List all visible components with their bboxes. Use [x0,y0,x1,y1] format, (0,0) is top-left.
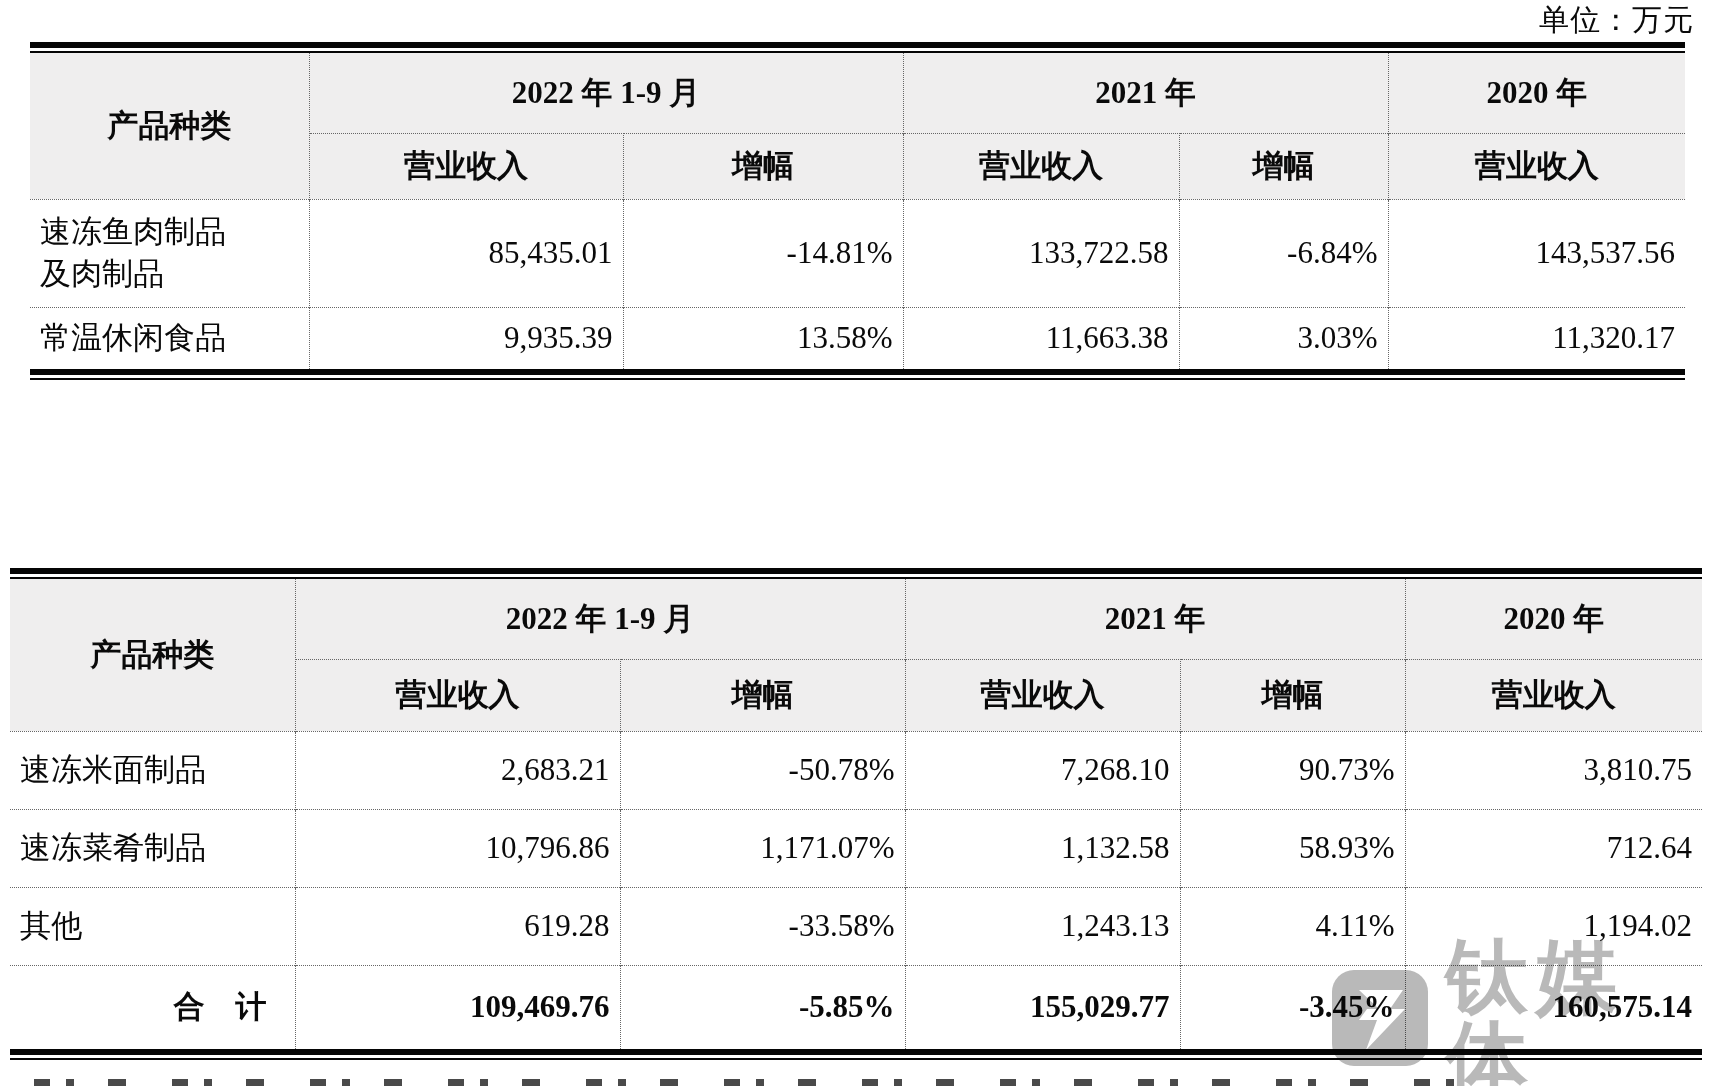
revenue-2021-cell: 7,268.10 [905,731,1180,809]
growth-2022-cell: 1,171.07% [620,809,905,887]
revenue-2022-cell: 2,683.21 [295,731,620,809]
revenue-2021-cell: 1,243.13 [905,887,1180,965]
revenue-2021-cell: 133,722.58 [903,199,1179,307]
header-period-2022: 2022 年 1-9 月 [309,53,903,133]
header-period-2021: 2021 年 [905,579,1405,659]
table-header-year-row: 产品种类 2022 年 1-9 月 2021 年 2020 年 [30,53,1685,133]
growth-2021-cell: 4.11% [1180,887,1405,965]
revenue-2022-cell: 109,469.76 [295,965,620,1049]
revenue-2021-cell: 1,132.58 [905,809,1180,887]
revenue-2021-cell: 155,029.77 [905,965,1180,1049]
product-name-cell: 其他 [10,887,295,965]
revenue-2020-cell: 1,194.02 [1405,887,1702,965]
table-row: 其他 619.28 -33.58% 1,243.13 4.11% 1,194.0… [10,887,1702,965]
revenue-2020-cell: 160,575.14 [1405,965,1702,1049]
table-row: 速冻菜肴制品 10,796.86 1,171.07% 1,132.58 58.9… [10,809,1702,887]
product-name-cell: 速冻菜肴制品 [10,809,295,887]
product-name-cell: 速冻米面制品 [10,731,295,809]
revenue-table-2-grid: 产品种类 2022 年 1-9 月 2021 年 2020 年 营业收入 增幅 … [10,579,1702,1049]
product-name-cell: 速冻鱼肉制品 及肉制品 [30,199,309,307]
growth-2021-cell: 90.73% [1180,731,1405,809]
revenue-2020-cell: 143,537.56 [1388,199,1685,307]
header-growth-2022: 增幅 [620,659,905,731]
header-period-2022: 2022 年 1-9 月 [295,579,905,659]
revenue-2020-cell: 11,320.17 [1388,307,1685,369]
header-period-2020: 2020 年 [1405,579,1702,659]
header-period-2020: 2020 年 [1388,53,1685,133]
header-revenue-2021: 营业收入 [905,659,1180,731]
table-bottom-border [30,369,1685,380]
header-revenue-2022: 营业收入 [309,133,623,199]
revenue-table-1-grid: 产品种类 2022 年 1-9 月 2021 年 2020 年 营业收入 增幅 … [30,53,1685,369]
header-growth-2022: 增幅 [623,133,903,199]
revenue-2022-cell: 9,935.39 [309,307,623,369]
header-product-category: 产品种类 [10,579,295,731]
revenue-2022-cell: 85,435.01 [309,199,623,307]
clipped-text-fragment [34,1079,1480,1086]
table-top-border [10,568,1702,579]
header-revenue-2020: 营业收入 [1388,133,1685,199]
table-top-border [30,42,1685,53]
revenue-table-1: 产品种类 2022 年 1-9 月 2021 年 2020 年 营业收入 增幅 … [30,42,1685,380]
revenue-2020-cell: 3,810.75 [1405,731,1702,809]
table-row: 速冻米面制品 2,683.21 -50.78% 7,268.10 90.73% … [10,731,1702,809]
header-revenue-2022: 营业收入 [295,659,620,731]
growth-2022-cell: -50.78% [620,731,905,809]
header-revenue-2021: 营业收入 [903,133,1179,199]
growth-2021-cell: 58.93% [1180,809,1405,887]
growth-2021-cell: 3.03% [1179,307,1388,369]
unit-label: 单位：万元 [1539,0,1694,41]
table-row: 常温休闲食品 9,935.39 13.58% 11,663.38 3.03% 1… [30,307,1685,369]
revenue-2021-cell: 11,663.38 [903,307,1179,369]
header-growth-2021: 增幅 [1179,133,1388,199]
table-row: 速冻鱼肉制品 及肉制品 85,435.01 -14.81% 133,722.58… [30,199,1685,307]
header-growth-2021: 增幅 [1180,659,1405,731]
revenue-2022-cell: 10,796.86 [295,809,620,887]
header-period-2021: 2021 年 [903,53,1388,133]
growth-2021-cell: -6.84% [1179,199,1388,307]
growth-2022-cell: -5.85% [620,965,905,1049]
table-header-year-row: 产品种类 2022 年 1-9 月 2021 年 2020 年 [10,579,1702,659]
growth-2022-cell: 13.58% [623,307,903,369]
header-revenue-2020: 营业收入 [1405,659,1702,731]
product-name-cell: 常温休闲食品 [30,307,309,369]
header-product-category: 产品种类 [30,53,309,199]
growth-2021-cell: -3.45% [1180,965,1405,1049]
revenue-table-2: 产品种类 2022 年 1-9 月 2021 年 2020 年 营业收入 增幅 … [10,568,1702,1060]
growth-2022-cell: -33.58% [620,887,905,965]
revenue-2020-cell: 712.64 [1405,809,1702,887]
table-bottom-border [10,1049,1702,1060]
table-total-row: 合 计 109,469.76 -5.85% 155,029.77 -3.45% … [10,965,1702,1049]
revenue-2022-cell: 619.28 [295,887,620,965]
total-label-cell: 合 计 [10,965,295,1049]
growth-2022-cell: -14.81% [623,199,903,307]
